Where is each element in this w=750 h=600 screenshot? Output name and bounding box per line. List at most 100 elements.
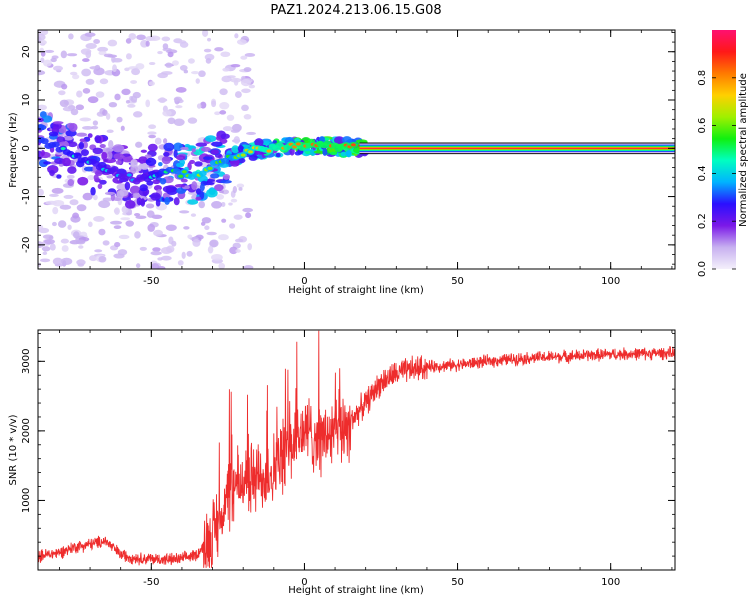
- noise-blob: [175, 105, 183, 109]
- spectrogram-tone-band: [359, 142, 675, 155]
- ridge-blob: [138, 156, 148, 164]
- noise-blob: [51, 221, 57, 227]
- snr-series-line: [38, 330, 675, 568]
- ridge-blob: [329, 151, 338, 156]
- ridge-hot-blob: [60, 146, 66, 151]
- ridge-blob: [199, 183, 205, 192]
- noise-blob: [42, 234, 54, 239]
- noise-blob: [177, 260, 184, 266]
- ridge-blob: [195, 196, 202, 201]
- noise-blob: [44, 239, 56, 245]
- noise-blob: [200, 101, 207, 109]
- noise-blob: [150, 263, 160, 269]
- y-tick-label: 20: [21, 45, 32, 58]
- noise-blob: [243, 114, 252, 120]
- spectrogram-marks: [38, 30, 675, 269]
- ridge-blob: [305, 150, 311, 155]
- noise-blob: [219, 101, 230, 110]
- colorbar: 0.0 0.2 0.4 0.6 0.8 Normalized spectral ampl…: [697, 30, 749, 277]
- ridge-hot-blob: [207, 166, 213, 170]
- ridge-blob: [175, 155, 186, 161]
- ridge-blob: [340, 151, 347, 157]
- noise-blob: [220, 51, 231, 58]
- ridge-blob: [155, 199, 161, 207]
- x-tick-label: 0: [301, 577, 307, 588]
- noise-blob: [60, 238, 69, 244]
- noise-blob: [157, 72, 168, 79]
- noise-blob: [93, 216, 105, 222]
- noise-blob: [50, 57, 57, 63]
- noise-blob: [52, 206, 59, 215]
- ridge-blob: [92, 165, 97, 173]
- noise-blob: [214, 111, 221, 116]
- noise-blob: [198, 70, 206, 78]
- ridge-hot-blob: [181, 170, 187, 174]
- noise-blob: [195, 78, 200, 84]
- noise-blob: [39, 47, 45, 53]
- colorbar-tick-label: 0.4: [697, 165, 708, 181]
- ridge-blob: [200, 146, 212, 152]
- noise-blob: [148, 61, 156, 66]
- noise-blob: [230, 64, 241, 68]
- noise-blob: [59, 204, 72, 210]
- noise-blob: [157, 50, 163, 55]
- noise-blob: [134, 231, 141, 239]
- ridge-blob: [103, 159, 108, 163]
- noise-blob: [52, 199, 65, 207]
- colorbar-tick-label: 0.2: [697, 213, 708, 229]
- noise-blob: [89, 255, 98, 262]
- ridge-blob: [248, 155, 258, 161]
- ridge-blob: [180, 146, 190, 151]
- noise-blob: [105, 113, 111, 120]
- noise-blob: [205, 58, 212, 64]
- ridge-blob: [159, 177, 167, 185]
- ridge-blob: [77, 176, 89, 186]
- noise-blob: [206, 231, 217, 236]
- ridge-blob: [313, 150, 324, 154]
- ridge-blob: [38, 124, 47, 131]
- spectrogram-xlabel: Height of straight line (km): [288, 285, 424, 296]
- y-tick-label: -10: [21, 188, 32, 204]
- noise-blob: [125, 53, 132, 60]
- ridge-blob: [63, 135, 74, 141]
- noise-blob: [150, 251, 162, 256]
- noise-blob: [157, 266, 166, 269]
- noise-blob: [167, 117, 176, 125]
- ridge-blob: [99, 144, 106, 149]
- noise-blob: [191, 71, 200, 75]
- noise-blob: [93, 153, 102, 157]
- noise-blob: [92, 120, 99, 126]
- ridge-blob: [38, 117, 44, 123]
- noise-blob: [240, 55, 248, 60]
- ridge-blob: [134, 165, 142, 172]
- noise-blob: [147, 223, 155, 232]
- noise-blob: [59, 99, 69, 108]
- ridge-blob: [174, 183, 186, 188]
- noise-blob: [95, 91, 105, 98]
- noise-blob: [124, 67, 130, 72]
- noise-blob: [98, 51, 107, 56]
- noise-blob: [70, 108, 79, 116]
- ridge-blob: [195, 142, 208, 147]
- noise-blob: [242, 207, 253, 213]
- ridge-hot-blob: [248, 150, 254, 154]
- ridge-blob: [322, 148, 328, 156]
- noise-blob: [120, 217, 131, 221]
- noise-blob: [235, 249, 241, 253]
- spectrogram-ticks: -50 0 50 100 -20 -10 0 10 20: [21, 30, 675, 287]
- noise-blob: [106, 129, 114, 134]
- noise-blob: [162, 43, 169, 50]
- ridge-core-blob: [51, 141, 60, 148]
- colorbar-tick-label: 0.6: [697, 118, 708, 134]
- noise-blob: [244, 53, 256, 57]
- ridge-blob: [116, 190, 125, 199]
- ridge-blob: [220, 133, 230, 140]
- ridge-blob: [341, 136, 352, 144]
- noise-blob: [186, 250, 193, 257]
- snr-panel: -50 0 50 100 1000 2000 3000 Height of straight…: [8, 329, 676, 596]
- noise-blob: [243, 67, 252, 72]
- ridge-blob: [52, 121, 64, 125]
- noise-blob: [211, 200, 223, 209]
- noise-blob: [134, 212, 141, 217]
